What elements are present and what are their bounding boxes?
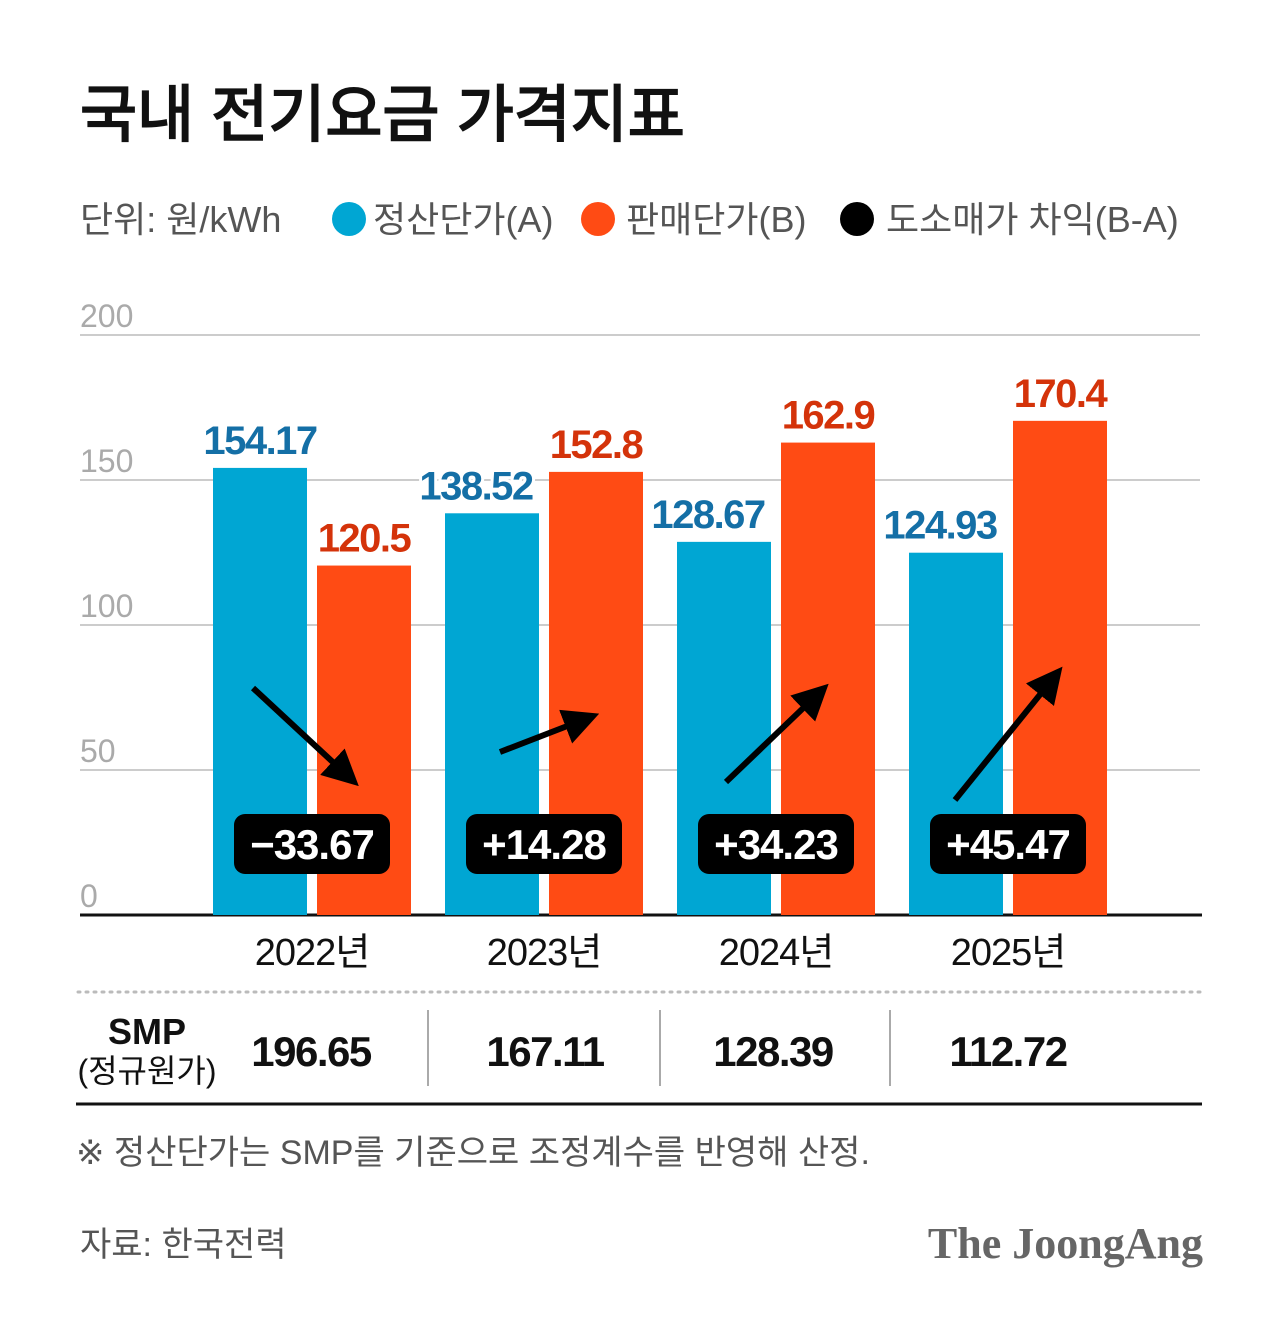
legend-swatch-diff: [840, 202, 874, 236]
difference-labels: −33.67 +14.28 +34.23 +45.47: [234, 814, 1086, 874]
x-axis: 2022년 2023년 2024년 2025년: [255, 932, 1067, 974]
legend-swatch-a: [332, 202, 366, 236]
legend-label-a: 정산단가(A): [373, 199, 553, 240]
data-label-b: 170.4: [1014, 372, 1109, 416]
legend-label-diff: 도소매가 차익(B-A): [886, 199, 1179, 240]
arrow-up-icon: [723, 683, 829, 785]
smp-label: SMP: [108, 1011, 186, 1052]
legend-swatch-b: [581, 202, 615, 236]
smp-row: SMP (정규원가) 196.65 167.11 128.39 112.72: [77, 1010, 1068, 1089]
data-label-a: 124.93: [883, 504, 997, 548]
x-tick-label: 2025년: [951, 932, 1066, 974]
data-label-b: 152.8: [550, 423, 644, 467]
difference-label: −33.67: [250, 821, 374, 868]
difference-label: +34.23: [714, 821, 838, 868]
difference-arrows: [250, 666, 1063, 802]
footnote: ※ 정산단가는 SMP를 기준으로 조정계수를 반영해 산정.: [76, 1134, 870, 1172]
unit-label: 단위: 원/kWh: [80, 199, 281, 240]
y-tick-label: 150: [80, 443, 133, 479]
difference-badge: [930, 814, 1086, 874]
arrow-up-icon: [952, 666, 1063, 802]
y-tick-label: 200: [80, 298, 133, 334]
y-tick-label: 50: [80, 733, 116, 769]
data-label-b: 162.9: [782, 394, 875, 438]
data-label-a: 138.52: [419, 464, 533, 508]
difference-badge: [234, 814, 390, 874]
smp-sublabel: (정규원가): [77, 1053, 216, 1089]
data-label-b: 120.5: [318, 517, 412, 561]
y-tick-label: 0: [80, 878, 98, 914]
smp-value: 196.65: [251, 1028, 372, 1075]
data-label-a: 128.67: [651, 493, 765, 537]
chart-title: 국내 전기요금 가격지표: [80, 81, 685, 150]
x-tick-label: 2022년: [255, 932, 370, 974]
arrow-down-icon: [250, 685, 359, 787]
smp-value: 128.39: [713, 1028, 833, 1075]
data-label-a: 154.17: [203, 419, 317, 463]
source: 자료: 한국전력: [80, 1226, 287, 1264]
difference-badge: [698, 814, 854, 874]
y-tick-label: 100: [80, 588, 133, 624]
smp-value: 112.72: [949, 1028, 1066, 1075]
x-tick-label: 2024년: [719, 932, 834, 974]
legend: 단위: 원/kWh 정산단가(A) 판매단가(B) 도소매가 차익(B-A): [80, 199, 1179, 240]
difference-badge: [466, 814, 622, 874]
arrow-up-icon: [498, 709, 600, 755]
difference-label: +14.28: [482, 821, 606, 868]
smp-value: 167.11: [486, 1028, 604, 1075]
legend-label-b: 판매단가(B): [626, 199, 806, 240]
x-tick-label: 2023년: [487, 932, 602, 974]
difference-label: +45.47: [946, 821, 1070, 868]
logo: The JoongAng: [928, 1219, 1203, 1268]
